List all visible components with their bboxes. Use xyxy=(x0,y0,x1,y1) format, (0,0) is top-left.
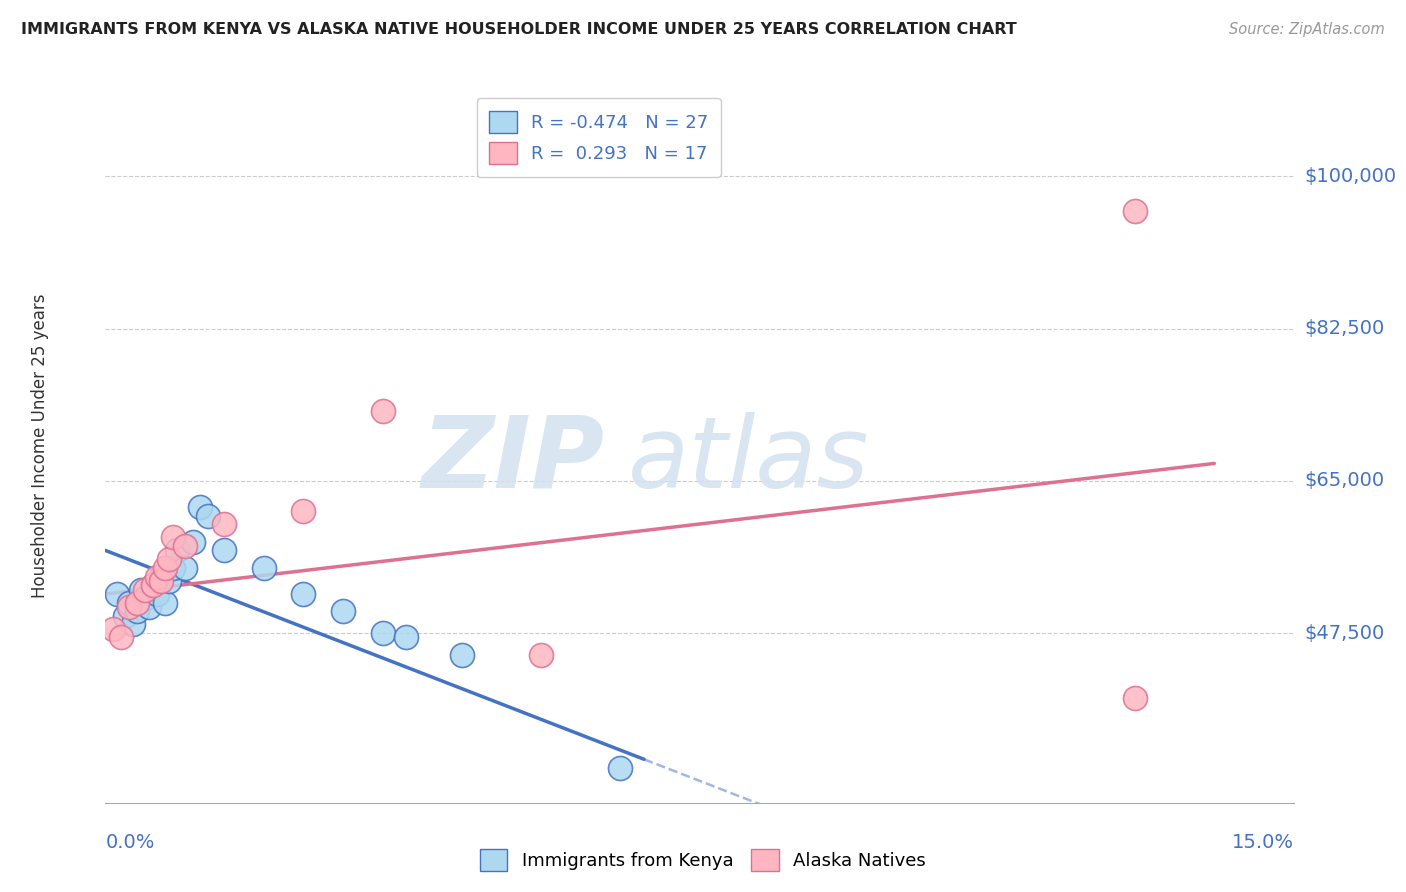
Point xyxy=(332,604,354,618)
Text: Source: ZipAtlas.com: Source: ZipAtlas.com xyxy=(1229,22,1385,37)
Point xyxy=(173,539,195,553)
Point xyxy=(149,569,172,583)
Text: atlas: atlas xyxy=(628,412,870,508)
Point xyxy=(138,599,160,614)
Point xyxy=(292,504,315,518)
Point xyxy=(142,578,165,592)
Point xyxy=(118,599,141,614)
Point xyxy=(162,530,184,544)
Point xyxy=(371,626,394,640)
Point xyxy=(127,596,149,610)
Point xyxy=(253,561,276,575)
Text: IMMIGRANTS FROM KENYA VS ALASKA NATIVE HOUSEHOLDER INCOME UNDER 25 YEARS CORRELA: IMMIGRANTS FROM KENYA VS ALASKA NATIVE H… xyxy=(21,22,1017,37)
Point xyxy=(146,587,169,601)
Point xyxy=(292,587,315,601)
Text: Householder Income Under 25 years: Householder Income Under 25 years xyxy=(31,293,49,599)
Point xyxy=(173,561,195,575)
Legend: Immigrants from Kenya, Alaska Natives: Immigrants from Kenya, Alaska Natives xyxy=(472,842,934,879)
Point xyxy=(118,596,141,610)
Point xyxy=(122,617,145,632)
Point xyxy=(157,574,180,588)
Point xyxy=(142,578,165,592)
Point xyxy=(1123,204,1146,219)
Point xyxy=(214,543,236,558)
Point xyxy=(153,596,176,610)
Point xyxy=(371,404,394,418)
Point xyxy=(127,604,149,618)
Point xyxy=(134,591,156,606)
Point xyxy=(105,587,128,601)
Point xyxy=(181,534,204,549)
Point xyxy=(103,622,125,636)
Text: $100,000: $100,000 xyxy=(1305,167,1396,186)
Point xyxy=(1123,691,1146,706)
Point xyxy=(214,517,236,532)
Text: 15.0%: 15.0% xyxy=(1232,833,1294,853)
Point xyxy=(166,543,188,558)
Text: $82,500: $82,500 xyxy=(1305,319,1385,338)
Point xyxy=(149,574,172,588)
Point xyxy=(609,761,631,775)
Point xyxy=(450,648,472,662)
Point xyxy=(146,569,169,583)
Point xyxy=(129,582,152,597)
Point xyxy=(395,631,418,645)
Point xyxy=(110,631,132,645)
Point xyxy=(530,648,553,662)
Text: $47,500: $47,500 xyxy=(1305,624,1385,642)
Text: $65,000: $65,000 xyxy=(1305,471,1385,491)
Legend: R = -0.474   N = 27, R =  0.293   N = 17: R = -0.474 N = 27, R = 0.293 N = 17 xyxy=(477,98,721,177)
Text: ZIP: ZIP xyxy=(422,412,605,508)
Text: 0.0%: 0.0% xyxy=(105,833,155,853)
Point xyxy=(157,552,180,566)
Point xyxy=(114,608,136,623)
Point xyxy=(190,500,212,514)
Point xyxy=(197,508,219,523)
Point xyxy=(162,561,184,575)
Point xyxy=(153,561,176,575)
Point xyxy=(134,582,156,597)
